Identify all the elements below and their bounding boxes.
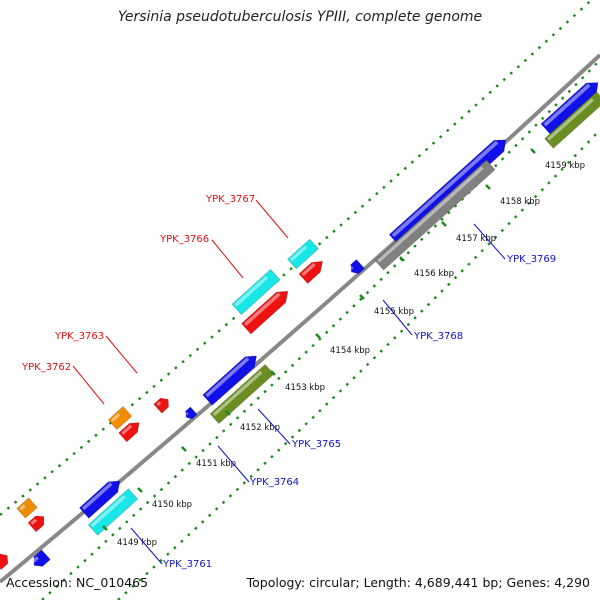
gene-label-bottom: YPK_3768 xyxy=(413,331,463,342)
callout-line-top xyxy=(106,336,137,373)
kbp-tick xyxy=(442,222,446,226)
callout-line-bottom xyxy=(383,300,412,335)
callout-line-top xyxy=(256,200,288,238)
kbp-label: 4159 kbp xyxy=(545,161,585,171)
kbp-label: 4150 kbp xyxy=(152,500,192,510)
gene-blue-long xyxy=(389,134,511,246)
gene-red-left xyxy=(28,512,48,532)
kbp-label: 4153 kbp xyxy=(285,383,325,393)
kbp-tick xyxy=(316,334,320,338)
kbp-tick xyxy=(400,257,404,261)
dotted-guide-line xyxy=(42,60,600,600)
gene-gray-long-highlight xyxy=(377,166,483,262)
gene-label-top: YPK_3766 xyxy=(159,234,209,245)
map-title: Yersinia pseudotuberculosis YPIII, compl… xyxy=(0,9,600,25)
kbp-label: 4154 kbp xyxy=(330,346,370,356)
gene-gray-long-shape xyxy=(375,160,495,270)
kbp-label: 4149 kbp xyxy=(117,538,157,548)
genome-summary-text: Topology: circular; Length: 4,689,441 bp… xyxy=(247,575,590,590)
gene-red-3763 xyxy=(154,395,172,413)
callout-line-top xyxy=(73,366,104,404)
gene-label-bottom: YPK_3769 xyxy=(506,254,556,265)
callout-line-top xyxy=(212,240,243,278)
gene-blue-long-highlight xyxy=(392,141,499,237)
kbp-tick xyxy=(138,488,142,492)
gene-label-top: YPK_3767 xyxy=(205,194,255,205)
kbp-label: 4156 kbp xyxy=(414,269,454,279)
kbp-tick xyxy=(182,447,186,451)
kbp-tick xyxy=(531,149,535,153)
gene-red-left-shape xyxy=(28,512,48,532)
gene-gray-long xyxy=(375,160,495,270)
gene-label-bottom: YPK_3765 xyxy=(291,439,341,450)
kbp-label: 4155 kbp xyxy=(374,307,414,317)
gene-label-top: YPK_3762 xyxy=(21,362,71,373)
gene-red-edge-shape xyxy=(0,550,12,569)
accession-text: Accession: NC_010465 xyxy=(6,575,148,590)
gene-label-bottom: YPK_3764 xyxy=(249,477,299,488)
gene-orange-left xyxy=(17,498,38,518)
gene-blue-long-shape xyxy=(389,134,511,246)
gene-label-bottom: YPK_3761 xyxy=(162,559,212,570)
kbp-tick xyxy=(486,185,490,189)
kbp-label: 4152 kbp xyxy=(240,423,280,433)
kbp-label: 4158 kbp xyxy=(500,197,540,207)
gene-red-edge xyxy=(0,550,12,569)
gene-label-top: YPK_3763 xyxy=(54,331,104,342)
